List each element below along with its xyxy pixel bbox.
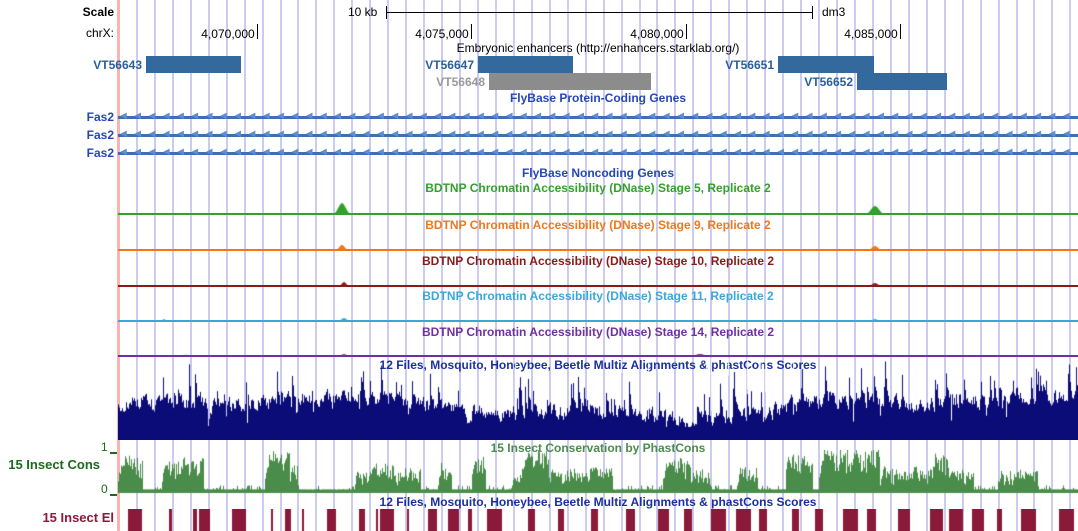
ruler-tick-label: 4,080,000	[630, 27, 684, 41]
scale-row-label: Scale	[82, 5, 114, 19]
track-title-flybase-noncoding: FlyBase Noncoding Genes	[521, 166, 675, 180]
ruler-tick-mark	[900, 24, 901, 39]
enhancer-block[interactable]	[478, 56, 573, 73]
scale-bar-cap-left	[386, 6, 387, 19]
insect-elements-left-label: 15 Insect El	[42, 510, 114, 525]
enhancer-label[interactable]: VT56648	[436, 75, 485, 89]
phastcons-axis-min: 0	[101, 482, 108, 496]
gene-label[interactable]: Fas2	[86, 110, 114, 124]
chrom-label: chrX:	[85, 26, 114, 40]
ruler-tick-label: 4,070,000	[201, 27, 255, 41]
enhancer-label[interactable]: VT56651	[725, 58, 774, 72]
enhancer-block[interactable]	[146, 56, 241, 73]
gene-strand-arrows: ◄◄◄◄◄◄◄◄◄◄◄◄◄◄◄◄◄◄◄◄◄◄◄◄◄◄◄◄◄◄◄◄◄◄◄◄◄◄◄◄…	[118, 111, 1078, 122]
ruler-tick-mark	[686, 24, 687, 39]
phastcons-axis-max: 1	[101, 440, 108, 454]
dnase-signal-plot	[118, 225, 1078, 251]
gene-strand-arrows: ◄◄◄◄◄◄◄◄◄◄◄◄◄◄◄◄◄◄◄◄◄◄◄◄◄◄◄◄◄◄◄◄◄◄◄◄◄◄◄◄…	[118, 147, 1078, 158]
phastcons-left-label: 15 Insect Cons	[8, 457, 100, 472]
scale-bar-line	[386, 12, 812, 13]
enhancer-block[interactable]	[857, 73, 947, 90]
ruler-tick-mark	[471, 24, 472, 39]
gene-intron-line[interactable]	[118, 116, 1078, 119]
track-title-embryonic-enhancers: Embryonic enhancers (http://enhancers.st…	[456, 41, 740, 55]
ruler-tick-mark	[257, 24, 258, 39]
enhancer-block[interactable]	[778, 56, 874, 73]
phastcons-axis-max-tick	[110, 452, 117, 454]
enhancer-block[interactable]	[489, 73, 651, 90]
track-title-multiz-bottom: 12 Files, Mosquito, Honeybee, Beetle Mul…	[379, 495, 817, 509]
dnase-signal-plot	[118, 331, 1078, 357]
dnase-signal-plot	[118, 189, 1078, 215]
gene-intron-line[interactable]	[118, 152, 1078, 155]
phastcons-axis-min-tick	[110, 494, 117, 496]
track-title-flybase-protein-coding: FlyBase Protein-Coding Genes	[509, 91, 687, 105]
enhancer-label[interactable]: VT56647	[425, 58, 474, 72]
insect-elements-plot	[118, 509, 1078, 531]
phastcons-conservation-plot	[118, 450, 1078, 496]
gene-strand-arrows: ◄◄◄◄◄◄◄◄◄◄◄◄◄◄◄◄◄◄◄◄◄◄◄◄◄◄◄◄◄◄◄◄◄◄◄◄◄◄◄◄…	[118, 129, 1078, 140]
assembly-label: dm3	[822, 5, 846, 19]
gene-label[interactable]: Fas2	[86, 128, 114, 142]
dnase-signal-plot	[118, 296, 1078, 322]
scale-bar-text: 10 kb	[348, 5, 378, 19]
scale-bar-cap-right	[812, 6, 813, 19]
gene-label[interactable]: Fas2	[86, 146, 114, 160]
ruler-tick-label: 4,075,000	[415, 27, 469, 41]
gene-intron-line[interactable]	[118, 134, 1078, 137]
dnase-signal-plot	[118, 261, 1078, 287]
enhancer-label[interactable]: VT56643	[93, 58, 142, 72]
ruler-tick-label: 4,085,000	[844, 27, 898, 41]
enhancer-label[interactable]: VT56652	[804, 75, 853, 89]
multiz-alignment-plot-top	[118, 358, 1078, 440]
